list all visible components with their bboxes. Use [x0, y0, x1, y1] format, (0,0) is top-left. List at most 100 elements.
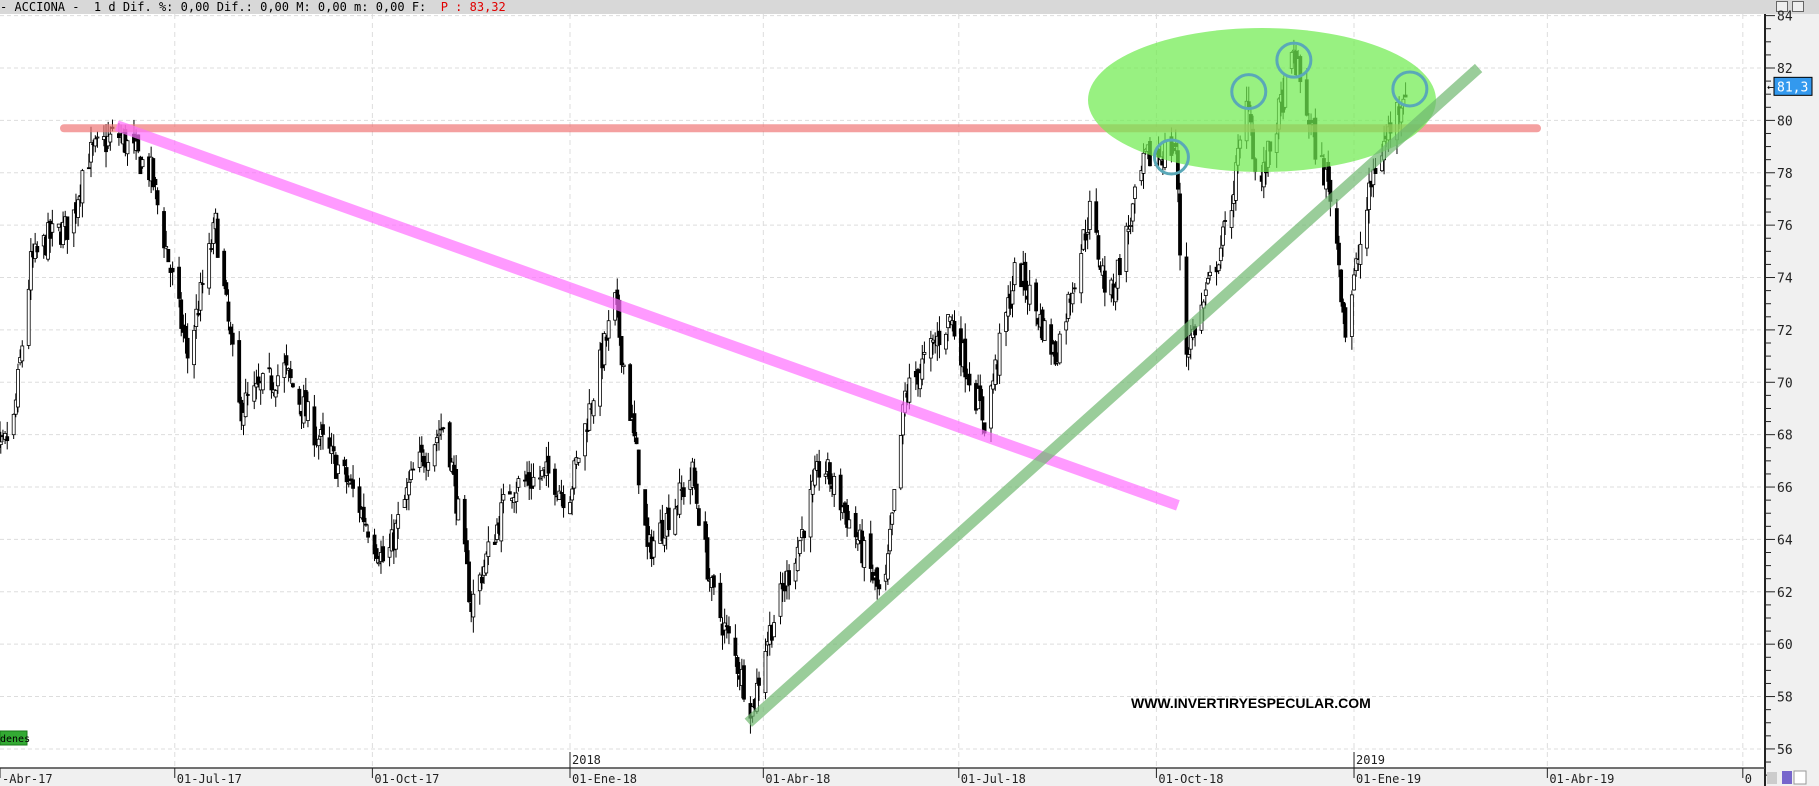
- candle-body: [1186, 354, 1191, 358]
- candle-body: [306, 401, 310, 421]
- candle-body: [802, 530, 807, 539]
- year-label: 2019: [1356, 753, 1385, 767]
- candle-body: [1004, 312, 1008, 332]
- pin-icon[interactable]: [1793, 770, 1807, 785]
- candle-body: [351, 479, 355, 489]
- settings-icon[interactable]: [1767, 772, 1777, 784]
- candle-body: [948, 316, 953, 322]
- candle-body: [1184, 256, 1189, 355]
- candle-body: [155, 190, 160, 206]
- candle-body: [907, 377, 912, 403]
- candle-body: [71, 209, 76, 234]
- candle-body: [757, 677, 761, 686]
- candle-body: [342, 459, 347, 467]
- minimize-button[interactable]: [1776, 1, 1788, 12]
- candle-body: [1034, 282, 1039, 312]
- candle-body: [1130, 203, 1135, 222]
- candle-body: [1072, 287, 1077, 290]
- candle-body: [735, 657, 740, 674]
- peak-circle: [1230, 73, 1268, 111]
- price-tick-label: 70: [1777, 376, 1793, 391]
- candle-body: [705, 537, 710, 580]
- chart-title: - ACCIONA - 1 d: [0, 0, 116, 14]
- candle-body: [230, 332, 235, 345]
- candle-body: [922, 352, 927, 355]
- candle-body: [372, 534, 377, 555]
- arrow-icon: ←: [1767, 80, 1774, 93]
- candle-body: [1023, 261, 1028, 291]
- candle-body: [602, 333, 607, 366]
- price-tick-label: 80: [1777, 114, 1793, 129]
- candle-body: [583, 423, 587, 457]
- price-tick-label: 66: [1777, 481, 1793, 496]
- candle-body: [980, 396, 985, 421]
- candle-body: [1339, 269, 1344, 303]
- price-tick-label: 74: [1777, 272, 1793, 287]
- candle-body: [252, 385, 257, 402]
- candle-body: [170, 267, 175, 273]
- price-tick-label: 84: [1777, 10, 1793, 25]
- candle-body: [222, 250, 227, 287]
- peak-circle: [1152, 138, 1190, 176]
- candle-body: [712, 575, 716, 588]
- save-icon[interactable]: [1782, 771, 1792, 784]
- candle-body: [507, 491, 512, 495]
- date-tick-label: 01-Oct-18: [1158, 772, 1223, 786]
- candle-body: [331, 446, 336, 452]
- year-label: 2018: [572, 753, 601, 767]
- price-tick-label: 68: [1777, 429, 1793, 444]
- candle-body: [284, 355, 289, 366]
- candle-body: [1128, 225, 1133, 227]
- candle-body: [817, 461, 822, 478]
- date-tick-label: 01-Abr-19: [1549, 772, 1614, 786]
- candle-body: [164, 246, 169, 249]
- candle-body: [591, 400, 596, 417]
- candle-body: [1229, 210, 1234, 228]
- stats-readout: Dif. %: 0,00 Dif.: 0,00 M: 0,00 m: 0,00 …: [122, 0, 434, 14]
- candle-body: [166, 249, 171, 263]
- candle-body: [11, 413, 16, 436]
- date-tick-label: -Abr-17: [2, 772, 53, 786]
- candle-body: [862, 540, 867, 568]
- candle-body: [673, 508, 678, 535]
- candle-body: [1124, 225, 1129, 272]
- candle-body: [437, 433, 441, 437]
- candle-body: [434, 437, 439, 444]
- candle-body: [868, 533, 873, 569]
- candle-body: [93, 138, 98, 147]
- candle-body: [989, 385, 993, 429]
- candle-body: [666, 507, 671, 531]
- candle-body: [944, 333, 948, 350]
- price-tick-label: 82: [1777, 62, 1793, 77]
- candle-body: [832, 476, 837, 495]
- candle-body: [606, 320, 611, 339]
- candle-body: [254, 382, 259, 388]
- candle-body: [1367, 182, 1371, 210]
- candle-body: [898, 435, 903, 489]
- candle-body: [1349, 294, 1354, 337]
- candle-body: [344, 467, 349, 483]
- candle-body: [1218, 247, 1223, 262]
- candle-body: [1083, 233, 1088, 241]
- title-bar: - ACCIONA - 1 d Dif. %: 0,00 Dif.: 0,00 …: [0, 0, 1819, 14]
- candle-body: [727, 626, 731, 634]
- candle-body: [198, 282, 203, 311]
- candle-body: [226, 301, 231, 322]
- date-tick-label: 0: [1745, 772, 1752, 786]
- candle-body: [241, 412, 246, 426]
- candle-body: [245, 394, 250, 396]
- maximize-button[interactable]: [1792, 1, 1804, 12]
- candle-body: [207, 243, 212, 289]
- candle-body: [50, 223, 55, 233]
- candle-body: [1188, 334, 1193, 350]
- candle-body: [312, 406, 317, 446]
- candle-body: [1334, 208, 1339, 244]
- candle-body: [546, 455, 551, 474]
- candle-body: [76, 199, 81, 218]
- candle-body: [117, 133, 121, 139]
- candle-body: [484, 553, 489, 574]
- candle-body: [660, 519, 665, 542]
- candle-body: [845, 504, 849, 528]
- date-tick-label: 01-Jul-18: [961, 772, 1026, 786]
- candle-body: [621, 364, 626, 367]
